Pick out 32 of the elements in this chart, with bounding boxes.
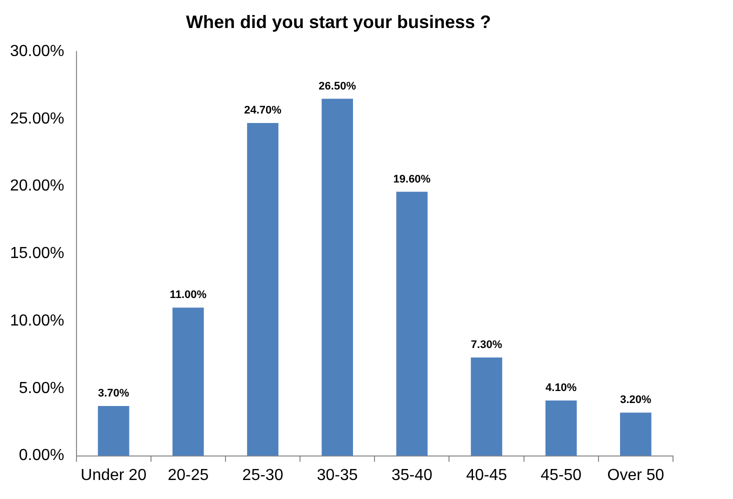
bar [322,98,353,456]
x-tick-label: Under 20 [80,466,147,484]
chart-title: When did you start your business ? [186,12,492,32]
data-label: 3.20% [620,394,652,406]
bar [172,308,204,456]
x-tick-label: 30-35 [316,466,358,484]
data-label: 26.50% [318,80,356,92]
data-label: 11.00% [170,289,207,302]
x-tick-label: 25-30 [242,466,284,484]
y-tick-label: 20.00% [10,178,64,195]
data-label: 4.10% [546,382,577,394]
x-tick-label: 45-50 [540,466,582,484]
data-label: 24.70% [244,104,282,117]
y-tick-label: 10.00% [10,312,64,330]
bar [470,357,502,456]
x-tick-label: 20-25 [168,466,209,484]
data-label: 19.60% [393,173,431,186]
bar [620,412,652,456]
data-label: 7.30% [470,338,502,351]
bar [98,406,130,456]
y-tick-label: 5.00% [18,380,64,397]
bar [396,192,428,456]
x-tick-label: 35-40 [391,466,432,484]
x-tick-label: 40-45 [466,466,508,484]
y-tick-label: 0.00% [18,447,64,464]
y-tick-label: 25.00% [10,110,64,128]
x-tick-label: Over 50 [607,466,664,484]
data-label: 3.70% [98,387,130,400]
y-tick-label: 30.00% [10,43,64,60]
bar [247,123,278,456]
y-tick-label: 15.00% [10,245,64,262]
bar [545,400,577,456]
